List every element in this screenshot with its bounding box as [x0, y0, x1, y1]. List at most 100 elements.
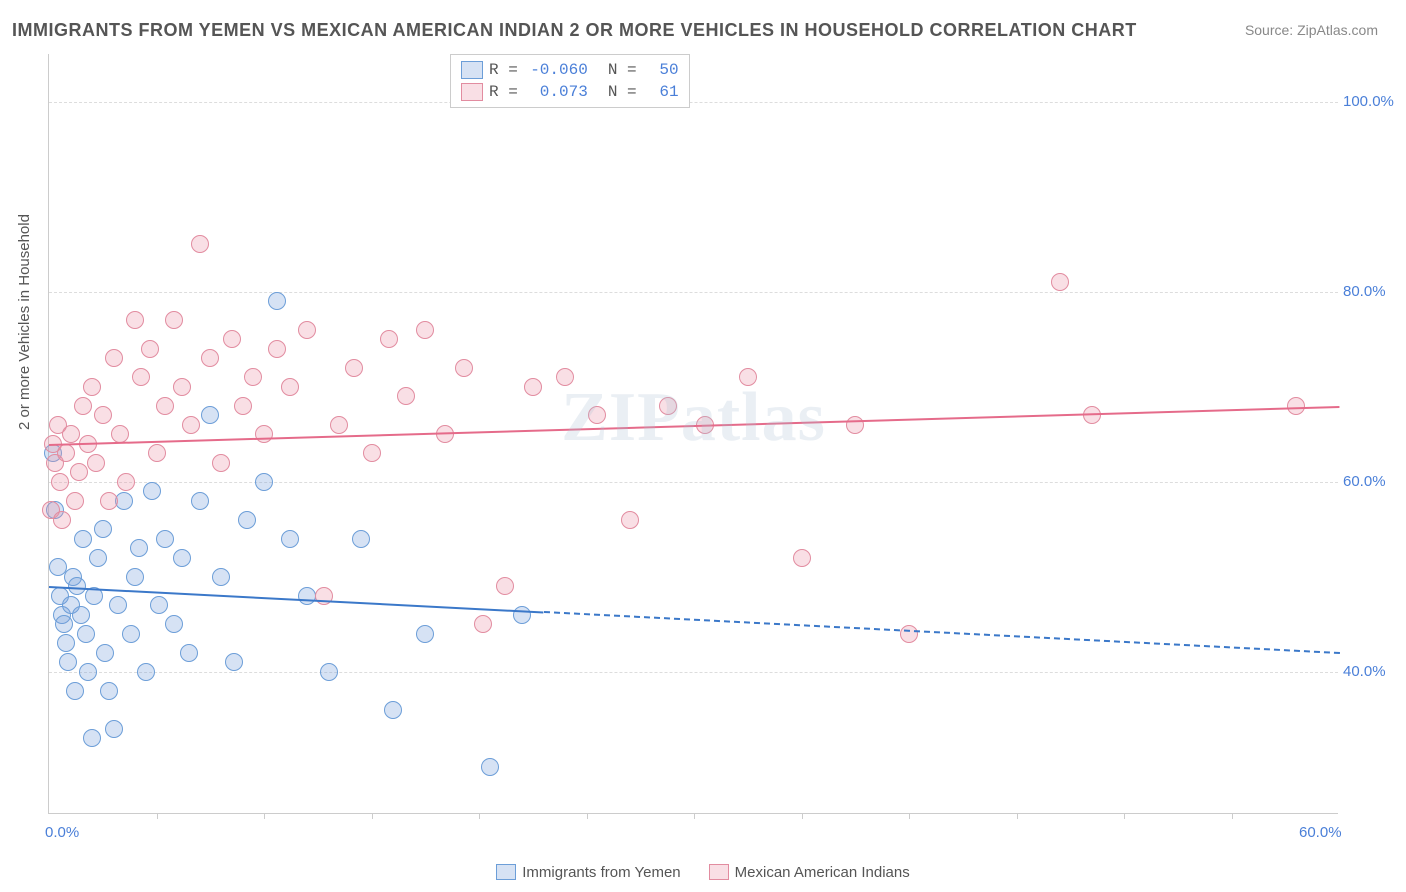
legend-n-value: 50 [643, 61, 679, 79]
scatter-point [51, 473, 69, 491]
x-minor-tick [909, 813, 910, 819]
scatter-point [384, 701, 402, 719]
scatter-point [100, 492, 118, 510]
x-tick-label: 0.0% [45, 824, 79, 841]
scatter-point [117, 473, 135, 491]
scatter-point [182, 416, 200, 434]
chart-plot-area: ZIPatlas 40.0%60.0%80.0%100.0%0.0%60.0% [48, 54, 1338, 814]
scatter-point [68, 577, 86, 595]
scatter-point [380, 330, 398, 348]
correlation-legend: R =-0.060N =50R =0.073N =61 [450, 54, 690, 108]
scatter-point [74, 530, 92, 548]
scatter-point [255, 425, 273, 443]
scatter-point [281, 378, 299, 396]
gridline [49, 102, 1338, 103]
x-minor-tick [157, 813, 158, 819]
source-attribution: Source: ZipAtlas.com [1245, 22, 1378, 38]
legend-swatch [709, 864, 729, 880]
scatter-point [156, 397, 174, 415]
x-minor-tick [587, 813, 588, 819]
scatter-point [83, 729, 101, 747]
y-tick-label: 60.0% [1343, 473, 1398, 490]
x-minor-tick [1124, 813, 1125, 819]
scatter-point [173, 549, 191, 567]
gridline [49, 672, 1338, 673]
scatter-point [72, 606, 90, 624]
scatter-point [846, 416, 864, 434]
scatter-point [556, 368, 574, 386]
scatter-point [122, 625, 140, 643]
scatter-point [268, 340, 286, 358]
scatter-point [416, 321, 434, 339]
legend-item: Mexican American Indians [709, 864, 910, 881]
legend-r-label: R = [489, 83, 518, 101]
x-minor-tick [479, 813, 480, 819]
scatter-point [165, 615, 183, 633]
scatter-point [132, 368, 150, 386]
legend-swatch [461, 61, 483, 79]
scatter-point [496, 577, 514, 595]
scatter-point [191, 492, 209, 510]
scatter-point [100, 682, 118, 700]
scatter-point [141, 340, 159, 358]
legend-r-value: 0.073 [524, 83, 588, 101]
scatter-point [87, 454, 105, 472]
trend-line-extrapolated [543, 611, 1339, 654]
legend-swatch [496, 864, 516, 880]
scatter-point [143, 482, 161, 500]
scatter-point [109, 596, 127, 614]
scatter-point [94, 520, 112, 538]
scatter-point [268, 292, 286, 310]
gridline [49, 292, 1338, 293]
series-legend: Immigrants from Yemen Mexican American In… [0, 864, 1406, 885]
scatter-point [298, 587, 316, 605]
scatter-point [1287, 397, 1305, 415]
scatter-point [1051, 273, 1069, 291]
scatter-point [244, 368, 262, 386]
scatter-point [57, 634, 75, 652]
scatter-point [148, 444, 166, 462]
scatter-point [66, 492, 84, 510]
x-minor-tick [372, 813, 373, 819]
scatter-point [94, 406, 112, 424]
scatter-point [89, 549, 107, 567]
scatter-point [793, 549, 811, 567]
scatter-point [397, 387, 415, 405]
scatter-point [481, 758, 499, 776]
scatter-point [223, 330, 241, 348]
y-tick-label: 40.0% [1343, 663, 1398, 680]
scatter-point [238, 511, 256, 529]
scatter-point [588, 406, 606, 424]
scatter-point [201, 349, 219, 367]
scatter-point [62, 425, 80, 443]
scatter-point [130, 539, 148, 557]
scatter-point [513, 606, 531, 624]
scatter-point [416, 625, 434, 643]
scatter-point [225, 653, 243, 671]
scatter-point [320, 663, 338, 681]
legend-r-label: R = [489, 61, 518, 79]
x-tick-label: 60.0% [1299, 824, 1342, 841]
y-tick-label: 100.0% [1343, 93, 1398, 110]
gridline [49, 482, 1338, 483]
x-minor-tick [1017, 813, 1018, 819]
scatter-point [105, 720, 123, 738]
legend-series-name: Immigrants from Yemen [522, 864, 680, 881]
legend-n-label: N = [608, 83, 637, 101]
scatter-point [330, 416, 348, 434]
scatter-point [96, 644, 114, 662]
scatter-point [126, 568, 144, 586]
chart-title: IMMIGRANTS FROM YEMEN VS MEXICAN AMERICA… [12, 20, 1137, 41]
scatter-point [137, 663, 155, 681]
legend-row: R =-0.060N =50 [461, 59, 679, 81]
scatter-point [281, 530, 299, 548]
scatter-point [212, 568, 230, 586]
legend-row: R =0.073N =61 [461, 81, 679, 103]
legend-r-value: -0.060 [524, 61, 588, 79]
scatter-point [524, 378, 542, 396]
scatter-point [180, 644, 198, 662]
scatter-point [173, 378, 191, 396]
x-minor-tick [264, 813, 265, 819]
scatter-point [55, 615, 73, 633]
scatter-point [298, 321, 316, 339]
